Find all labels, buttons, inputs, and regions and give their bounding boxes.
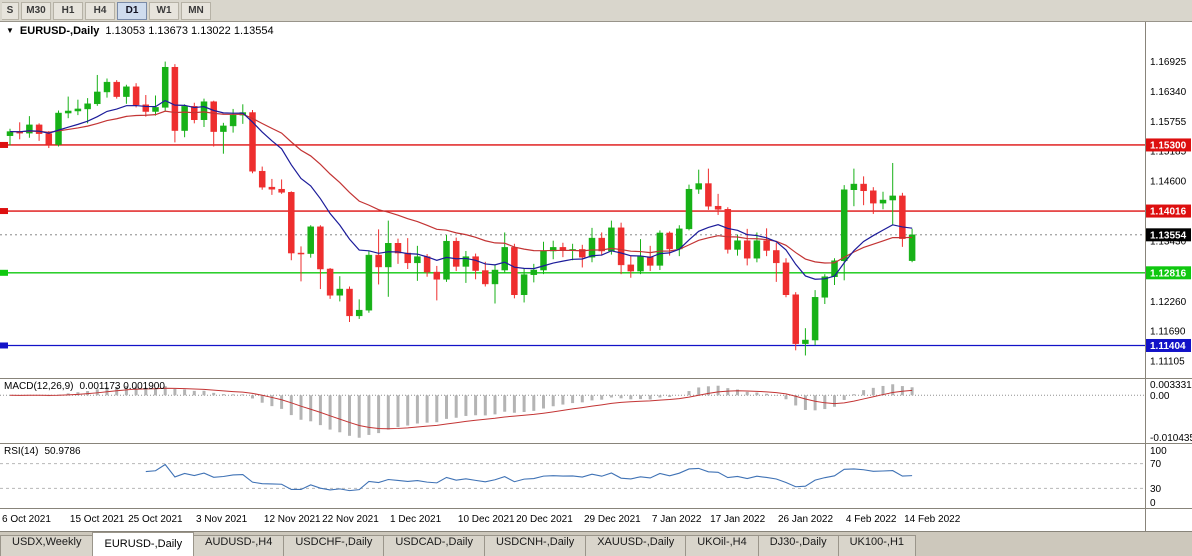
timeframe-toolbar: S M30 H1 H4 D1 W1 MN xyxy=(0,0,1192,22)
svg-text:1.12816: 1.12816 xyxy=(1150,268,1187,279)
timeframe-button-w1[interactable]: W1 xyxy=(149,1,179,20)
svg-text:10 Dec 2021: 10 Dec 2021 xyxy=(458,514,515,525)
rsi-panel: 100 70 30 0 xyxy=(0,446,1167,509)
chart-tab-xauusd-daily[interactable]: XAUUSD-,Daily xyxy=(585,535,687,556)
svg-text:1.15300: 1.15300 xyxy=(1150,140,1187,151)
panel-separators xyxy=(0,21,1192,531)
timeframe-button-m30[interactable]: M30 xyxy=(21,1,51,20)
svg-text:1 Dec 2021: 1 Dec 2021 xyxy=(390,514,442,525)
chart-ohlc-values: 1.13053 1.13673 1.13022 1.13554 xyxy=(105,25,274,37)
svg-text:70: 70 xyxy=(1150,459,1162,470)
chart-tabs-bar: USDX,Weekly EURUSD-,Daily AUDUSD-,H4 USDCHF… xyxy=(0,531,1192,556)
svg-text:4 Feb 2022: 4 Feb 2022 xyxy=(846,514,897,525)
macd-values: 0.001173 0.001900 xyxy=(79,381,165,392)
svg-text:1.14016: 1.14016 xyxy=(1150,207,1187,218)
svg-text:0: 0 xyxy=(1150,498,1156,509)
svg-text:100: 100 xyxy=(1150,446,1167,457)
svg-text:1.15185: 1.15185 xyxy=(1150,146,1187,157)
svg-text:1.13554: 1.13554 xyxy=(1150,230,1187,241)
chart-tab-dj30-daily[interactable]: DJ30-,Daily xyxy=(757,535,839,556)
macd-name: MACD(12,26,9) xyxy=(4,381,74,392)
svg-text:3 Nov 2021: 3 Nov 2021 xyxy=(196,514,248,525)
svg-text:12 Nov 2021: 12 Nov 2021 xyxy=(264,514,321,525)
price-axis: 1.16925 1.16340 1.15755 1.15185 1.14600 1.134… xyxy=(1150,57,1187,368)
rsi-name: RSI(14) xyxy=(4,446,39,457)
chart-title: ▼ EURUSD-,Daily 1.13053 1.13673 1.13022 … xyxy=(6,25,274,37)
svg-text:0.003331: 0.003331 xyxy=(1150,380,1192,391)
svg-text:1.11404: 1.11404 xyxy=(1150,341,1186,352)
timeframe-button-d1[interactable]: D1 xyxy=(117,1,147,20)
chart-tab-audusd-h4[interactable]: AUDUSD-,H4 xyxy=(193,535,285,556)
svg-text:1.11105: 1.11105 xyxy=(1150,356,1185,367)
svg-text:14 Feb 2022: 14 Feb 2022 xyxy=(904,514,961,525)
svg-text:26 Jan 2022: 26 Jan 2022 xyxy=(778,514,833,525)
rsi-indicator-label: RSI(14) 50.9786 xyxy=(4,446,81,457)
timeframe-button-h4[interactable]: H4 xyxy=(85,1,115,20)
macd-indicator-label: MACD(12,26,9) 0.001173 0.001900 xyxy=(4,381,165,392)
svg-text:7 Jan 2022: 7 Jan 2022 xyxy=(652,514,702,525)
chart-tab-usdcnh-daily[interactable]: USDCNH-,Daily xyxy=(483,535,587,556)
chart-symbol-label: EURUSD-,Daily xyxy=(19,25,100,37)
svg-text:22 Nov 2021: 22 Nov 2021 xyxy=(322,514,379,525)
svg-text:1.14600: 1.14600 xyxy=(1150,176,1187,187)
rsi-value: 50.9786 xyxy=(44,446,81,457)
svg-text:1.13430: 1.13430 xyxy=(1150,237,1187,248)
svg-text:20 Dec 2021: 20 Dec 2021 xyxy=(516,514,573,525)
svg-text:29 Dec 2021: 29 Dec 2021 xyxy=(584,514,641,525)
timeframe-button-mn[interactable]: MN xyxy=(181,1,211,20)
chart-tab-eurusd-daily[interactable]: EURUSD-,Daily xyxy=(92,532,195,556)
candles xyxy=(6,61,916,356)
svg-text:25 Oct 2021: 25 Oct 2021 xyxy=(128,514,183,525)
svg-text:0.00: 0.00 xyxy=(1150,391,1170,402)
svg-text:1.11690: 1.11690 xyxy=(1150,326,1186,337)
timeframe-button-h1[interactable]: H1 xyxy=(53,1,83,20)
chart-tab-usdx-weekly[interactable]: USDX,Weekly xyxy=(0,535,94,556)
support-resistance-lines xyxy=(0,141,1145,349)
svg-text:17 Jan 2022: 17 Jan 2022 xyxy=(710,514,765,525)
svg-text:30: 30 xyxy=(1150,484,1162,495)
svg-text:1.15755: 1.15755 xyxy=(1150,117,1187,128)
price-axis-markers: 1.15300 1.14016 1.12816 1.11404 1.13554 xyxy=(1146,138,1191,352)
svg-text:1.16925: 1.16925 xyxy=(1150,57,1187,68)
svg-text:1.16340: 1.16340 xyxy=(1150,87,1187,98)
chart-tab-usdcad-daily[interactable]: USDCAD-,Daily xyxy=(383,535,485,556)
svg-text:15 Oct 2021: 15 Oct 2021 xyxy=(70,514,125,525)
timeframe-button-s[interactable]: S xyxy=(2,1,19,20)
chart-tab-usdchf-daily[interactable]: USDCHF-,Daily xyxy=(283,535,385,556)
date-axis: 6 Oct 2021 15 Oct 2021 25 Oct 2021 3 Nov 20… xyxy=(2,514,961,525)
chart-collapse-icon[interactable]: ▼ xyxy=(6,26,14,35)
svg-text:-0.010435: -0.010435 xyxy=(1150,433,1192,444)
chart-tab-ukoil-h4[interactable]: UKOil-,H4 xyxy=(685,535,759,556)
svg-text:6 Oct 2021: 6 Oct 2021 xyxy=(2,514,51,525)
svg-text:1.12260: 1.12260 xyxy=(1150,297,1187,308)
moving-averages xyxy=(9,99,913,280)
chart-tab-uk100-h1[interactable]: UK100-,H1 xyxy=(837,535,917,556)
